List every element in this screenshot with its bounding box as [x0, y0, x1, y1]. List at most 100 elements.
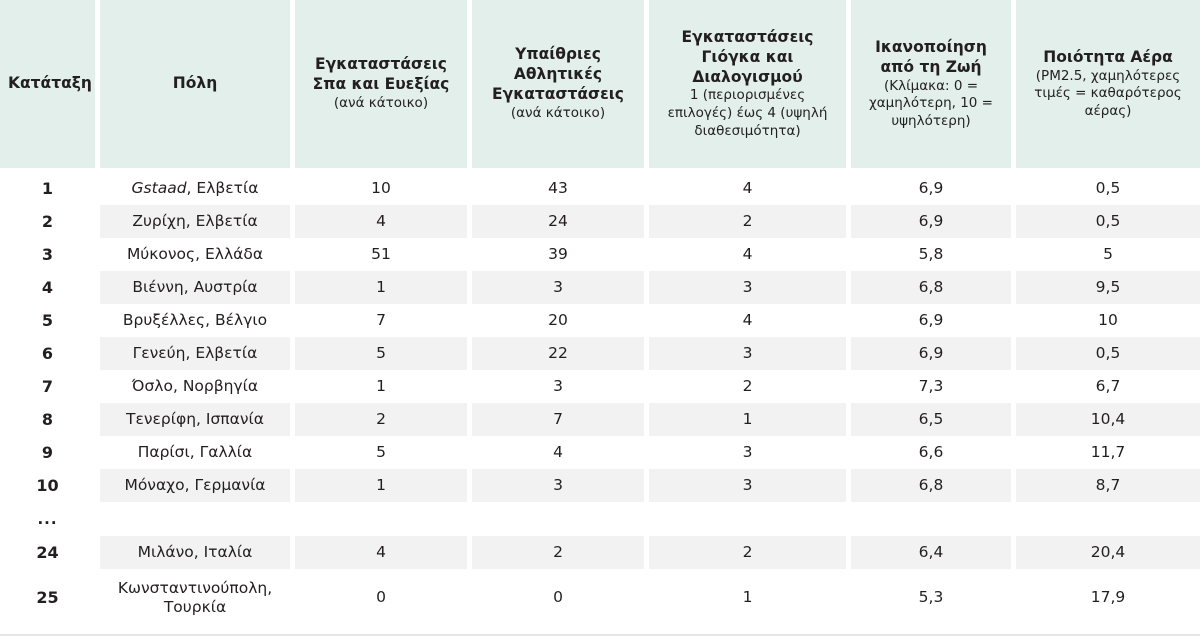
cell-city: Κωνσταντινούπολη, Τουρκία [100, 569, 295, 627]
cell-city: Γενεύη, Ελβετία [100, 337, 295, 370]
header-outdoor-line2: Αθλητικές [513, 65, 603, 84]
cell-life-satisfaction: 6,9 [851, 304, 1016, 337]
cell-city: Βρυξέλλες, Βέλγιο [100, 304, 295, 337]
header-outdoor-line3: Εγκαταστάσεις [492, 85, 624, 104]
cell-rank: 4 [0, 271, 100, 304]
cell-city: Μιλάνο, Ιταλία [100, 536, 295, 569]
cell-air-quality: 11,7 [1016, 436, 1200, 469]
cell-outdoor-facilities: 0 [472, 569, 649, 627]
cell-life-satisfaction: 5,3 [851, 569, 1016, 627]
cell-outdoor-facilities: 3 [472, 271, 649, 304]
cell-outdoor-facilities: 20 [472, 304, 649, 337]
cell-yoga-facilities: 3 [649, 271, 851, 304]
header-row: Κατάταξη Πόλη Εγκαταστάσεις Σπα και Ευεξ… [0, 0, 1200, 172]
table-row: 8 Τενερίφη, Ισπανία 2 7 1 6,5 10,4 [0, 403, 1200, 436]
header-spa-line1: Εγκαταστάσεις [315, 55, 447, 74]
table-row: 1 Gstaad, Ελβετία 10 43 4 6,9 0,5 [0, 172, 1200, 205]
cell-rank: 2 [0, 205, 100, 238]
table-row: ... [0, 502, 1200, 536]
cell-air-quality [1016, 502, 1200, 536]
cell-life-satisfaction: 6,6 [851, 436, 1016, 469]
table-row: 25 Κωνσταντινούπολη, Τουρκία 0 0 1 5,3 17,9 [0, 569, 1200, 627]
cell-city [100, 502, 295, 536]
cell-life-satisfaction: 6,4 [851, 536, 1016, 569]
cell-outdoor-facilities: 22 [472, 337, 649, 370]
header-life-line2: από τη Ζωή [880, 57, 982, 76]
cell-life-satisfaction: 6,8 [851, 469, 1016, 502]
table-row: 24 Μιλάνο, Ιταλία 4 2 2 6,4 20,4 [0, 536, 1200, 569]
cell-yoga-facilities: 4 [649, 172, 851, 205]
cell-air-quality: 0,5 [1016, 172, 1200, 205]
cell-yoga-facilities: 1 [649, 569, 851, 627]
cell-life-satisfaction [851, 502, 1016, 536]
header-outdoor-sub: (ανά κάτοικο) [510, 104, 606, 121]
cell-yoga-facilities: 2 [649, 205, 851, 238]
cell-spa-facilities: 2 [295, 403, 472, 436]
cell-yoga-facilities: 2 [649, 536, 851, 569]
cell-outdoor-facilities [472, 502, 649, 536]
cell-life-satisfaction: 6,5 [851, 403, 1016, 436]
cell-rank: 8 [0, 403, 100, 436]
column-header-spa: Εγκαταστάσεις Σπα και Ευεξίας (ανά κάτοι… [295, 0, 472, 172]
header-life-line1: Ικανοποίηση [875, 37, 987, 56]
cell-yoga-facilities: 4 [649, 304, 851, 337]
cell-air-quality: 6,7 [1016, 370, 1200, 403]
cell-air-quality: 8,7 [1016, 469, 1200, 502]
city-country: , Ελβετία [186, 178, 259, 197]
header-rank-label: Κατάταξη [8, 74, 92, 93]
cell-spa-facilities: 51 [295, 238, 472, 271]
cell-yoga-facilities: 3 [649, 436, 851, 469]
cell-yoga-facilities [649, 502, 851, 536]
cell-yoga-facilities: 3 [649, 469, 851, 502]
cell-rank: ... [0, 502, 100, 536]
cell-life-satisfaction: 5,8 [851, 238, 1016, 271]
cell-air-quality: 17,9 [1016, 569, 1200, 627]
cell-rank: 25 [0, 569, 100, 627]
table-row: 2 Ζυρίχη, Ελβετία 4 24 2 6,9 0,5 [0, 205, 1200, 238]
table-row: 5 Βρυξέλλες, Βέλγιο 7 20 4 6,9 10 [0, 304, 1200, 337]
table-row: 3 Μύκονος, Ελλάδα 51 39 4 5,8 5 [0, 238, 1200, 271]
column-header-air-quality: Ποιότητα Αέρα (PM2.5, χαμηλότερες τιμές … [1016, 0, 1200, 172]
cell-air-quality: 10,4 [1016, 403, 1200, 436]
header-life-sub: (Κλίμακα: 0 = χαμηλότερη, 10 = υψηλότερη… [868, 77, 993, 129]
column-header-city: Πόλη [100, 0, 295, 172]
cell-outdoor-facilities: 2 [472, 536, 649, 569]
cell-city: Παρίσι, Γαλλία [100, 436, 295, 469]
table-bottom-rule [0, 634, 1200, 636]
cell-city: Βιέννη, Αυστρία [100, 271, 295, 304]
cell-spa-facilities: 10 [295, 172, 472, 205]
header-yoga-sub: 1 (περιορισμένες επιλογές) έως 4 (υψηλή … [667, 87, 828, 139]
table-header: Κατάταξη Πόλη Εγκαταστάσεις Σπα και Ευεξ… [0, 0, 1200, 172]
cell-air-quality: 5 [1016, 238, 1200, 271]
cell-city: Μόναχο, Γερμανία [100, 469, 295, 502]
cell-rank: 6 [0, 337, 100, 370]
cell-spa-facilities: 5 [295, 337, 472, 370]
cell-spa-facilities: 1 [295, 370, 472, 403]
cell-life-satisfaction: 6,8 [851, 271, 1016, 304]
header-yoga-line3: Διαλογισμού [692, 67, 803, 86]
table-row: 9 Παρίσι, Γαλλία 5 4 3 6,6 11,7 [0, 436, 1200, 469]
cell-city: Όσλο, Νορβηγία [100, 370, 295, 403]
cell-air-quality: 9,5 [1016, 271, 1200, 304]
cell-spa-facilities: 4 [295, 536, 472, 569]
cell-rank: 7 [0, 370, 100, 403]
cell-spa-facilities: 4 [295, 205, 472, 238]
cell-spa-facilities: 5 [295, 436, 472, 469]
cell-outdoor-facilities: 3 [472, 370, 649, 403]
cell-life-satisfaction: 7,3 [851, 370, 1016, 403]
cell-rank: 3 [0, 238, 100, 271]
header-spa-sub: (ανά κάτοικο) [333, 95, 429, 112]
cell-spa-facilities: 0 [295, 569, 472, 627]
header-yoga-line2: Γιόγκα και [701, 47, 794, 66]
cell-life-satisfaction: 6,9 [851, 205, 1016, 238]
table-row: 7 Όσλο, Νορβηγία 1 3 2 7,3 6,7 [0, 370, 1200, 403]
cell-air-quality: 0,5 [1016, 205, 1200, 238]
table-row: 4 Βιέννη, Αυστρία 1 3 3 6,8 9,5 [0, 271, 1200, 304]
cell-outdoor-facilities: 3 [472, 469, 649, 502]
cell-city: Τενερίφη, Ισπανία [100, 403, 295, 436]
cell-air-quality: 0,5 [1016, 337, 1200, 370]
cell-yoga-facilities: 1 [649, 403, 851, 436]
cell-yoga-facilities: 3 [649, 337, 851, 370]
